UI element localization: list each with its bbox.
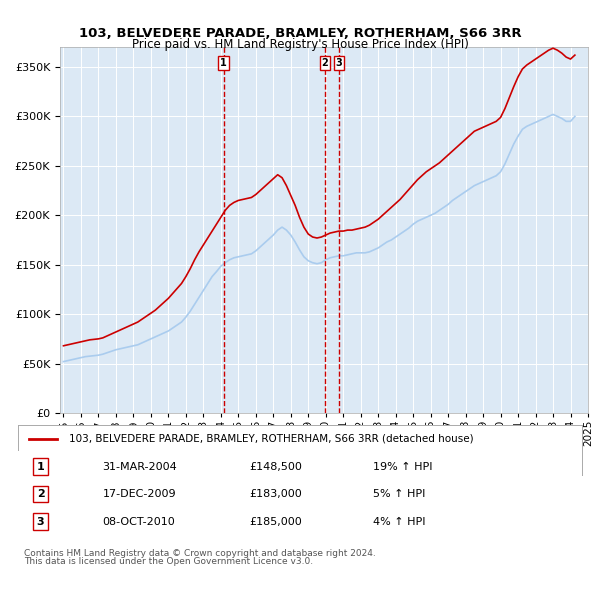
Text: 103, BELVEDERE PARADE, BRAMLEY, ROTHERHAM, S66 3RR (detached house): 103, BELVEDERE PARADE, BRAMLEY, ROTHERHA… [69, 434, 473, 444]
Text: 3: 3 [37, 516, 44, 526]
Text: 1: 1 [220, 58, 227, 68]
Text: HPI: Average price, detached house, Rotherham: HPI: Average price, detached house, Roth… [69, 456, 319, 466]
Text: 4% ↑ HPI: 4% ↑ HPI [373, 516, 426, 526]
Text: 2: 2 [322, 58, 328, 68]
Text: 17-DEC-2009: 17-DEC-2009 [103, 489, 176, 499]
Text: 5% ↑ HPI: 5% ↑ HPI [373, 489, 425, 499]
Text: 1: 1 [37, 462, 44, 472]
Text: 19% ↑ HPI: 19% ↑ HPI [373, 462, 433, 472]
Text: This data is licensed under the Open Government Licence v3.0.: This data is licensed under the Open Gov… [24, 558, 313, 566]
Text: Price paid vs. HM Land Registry's House Price Index (HPI): Price paid vs. HM Land Registry's House … [131, 38, 469, 51]
Text: £183,000: £183,000 [249, 489, 302, 499]
Text: 3: 3 [335, 58, 342, 68]
Text: Contains HM Land Registry data © Crown copyright and database right 2024.: Contains HM Land Registry data © Crown c… [24, 549, 376, 558]
Text: 31-MAR-2004: 31-MAR-2004 [103, 462, 178, 472]
Text: 2: 2 [37, 489, 44, 499]
Text: 08-OCT-2010: 08-OCT-2010 [103, 516, 175, 526]
Text: £185,000: £185,000 [249, 516, 302, 526]
Text: £148,500: £148,500 [249, 462, 302, 472]
Text: 103, BELVEDERE PARADE, BRAMLEY, ROTHERHAM, S66 3RR: 103, BELVEDERE PARADE, BRAMLEY, ROTHERHA… [79, 27, 521, 40]
